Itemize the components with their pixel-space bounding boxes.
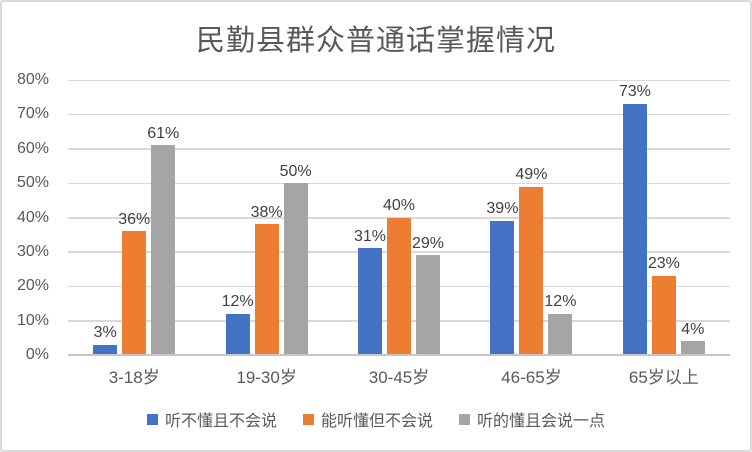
data-label: 36% [118,210,151,228]
chart-title: 民勤县群众普通话掌握情况 [195,25,556,57]
bar [122,231,147,355]
x-axis-category-label: 30-45岁 [368,368,430,387]
plot-area: 3% 36% 61% 12% 38% 50% 31% 40% 29% 39% 49% 12% 73% 23… [68,79,730,356]
bar [680,341,705,355]
bar-groups: 3% 36% 61% 12% 38% 50% 31% 40% 29% 39% 49% 12% 73% 23… [68,80,730,355]
bar [283,183,308,355]
bar [254,224,279,355]
bar-cell: 73% [619,83,651,355]
y-tick-label: 60% [16,139,49,157]
legend-item: 能听懂但不会说 [302,407,433,431]
bar [225,313,250,355]
x-axis-category-label: 3-18岁 [108,368,160,387]
x-axis-line [68,354,730,356]
gridline [68,79,730,81]
x-axis-category-label: 65岁以上 [628,368,699,387]
bar-cell: 3% [93,324,118,355]
bar-cell: 36% [118,211,150,355]
y-tick-label: 50% [16,174,49,192]
data-label: 31% [354,227,387,245]
bar-cell: 38% [251,204,283,355]
data-label: 38% [250,203,283,221]
legend-label: 听的懂且会说一点 [477,413,606,430]
bar-cell: 50% [280,163,312,355]
legend-item: 听不懂且不会说 [146,407,277,431]
bar [93,344,118,355]
bar-cell: 23% [648,255,680,355]
data-label: 12% [221,293,254,311]
gridline [68,113,730,116]
bar [651,275,676,355]
bar [622,104,647,355]
bar [151,145,176,355]
data-label: 12% [544,293,577,311]
bar [387,217,412,355]
data-label: 50% [279,162,312,180]
bar [358,248,383,355]
bar-cell: 39% [486,200,518,355]
bar [490,220,515,355]
bar-cell: 61% [147,125,179,355]
bar-group: 39% 49% 12% [465,80,597,355]
bar-group: 73% 23% 4% [598,80,730,355]
gridline [68,182,730,185]
gridline [68,148,730,150]
legend-label: 能听懂但不会说 [320,413,433,430]
x-axis-category-label: 19-30岁 [236,368,297,387]
bar-cell: 40% [383,197,415,355]
data-label: 49% [515,165,548,183]
legend-item: 听的懂且会说一点 [459,407,605,431]
bar-cell: 12% [222,293,254,355]
legend-label: 听不懂且不会说 [164,413,277,430]
data-label: 39% [486,200,519,218]
data-label: 23% [647,255,680,273]
data-label: 73% [618,83,651,101]
y-tick-label: 20% [16,277,49,295]
bar-cell: 12% [544,293,576,355]
y-tick-label: 70% [16,105,49,123]
legend: 听不懂且不会说 能听懂但不会说 听的懂且会说一点 [2,407,750,431]
bar-cell: 49% [515,166,547,355]
data-label: 40% [383,196,416,214]
bar [416,255,441,355]
y-tick-label: 0% [25,346,49,363]
y-tick-label: 80% [16,71,49,88]
y-axis-ticks: 0% 10% 20% 30% 40% 50% 60% 70% 80% [2,72,49,363]
y-tick-label: 40% [16,208,49,226]
legend-swatch-icon [459,413,470,425]
bar-group: 12% 38% 50% [200,80,332,355]
data-label: 4% [681,320,705,338]
bar-cell: 29% [412,235,444,355]
bar-group: 31% 40% 29% [333,80,465,355]
legend-swatch-icon [302,413,314,425]
y-tick-label: 10% [16,311,49,329]
data-label: 29% [412,234,445,252]
x-axis-labels: 3-18岁 19-30岁 30-45岁 46-65岁 65岁以上 [68,363,730,388]
bar [548,313,573,355]
bar-group: 3% 36% 61% [68,80,200,355]
bar-cell: 4% [680,320,705,355]
bar [519,186,544,355]
bar-cell: 31% [354,228,386,355]
data-label: 61% [147,124,180,142]
y-tick-label: 30% [16,242,49,260]
legend-swatch-icon [146,413,158,425]
x-axis-category-label: 46-65岁 [501,368,562,387]
data-label: 3% [93,324,117,342]
